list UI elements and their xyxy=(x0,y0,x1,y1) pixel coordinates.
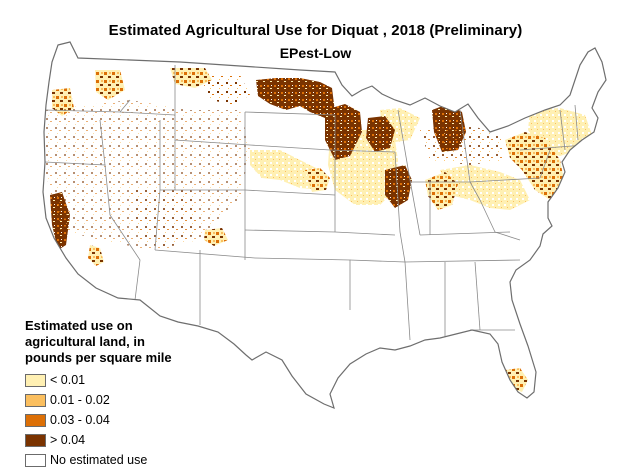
legend-label: < 0.01 xyxy=(50,373,86,387)
legend-label: 0.01 - 0.02 xyxy=(50,393,110,407)
legend: Estimated use on agricultural land, in p… xyxy=(25,318,255,474)
legend-item: 0.01 - 0.02 xyxy=(25,393,255,414)
legend-label: > 0.04 xyxy=(50,433,86,447)
legend-item: > 0.04 xyxy=(25,433,255,454)
state-boundaries xyxy=(44,65,586,341)
legend-swatch xyxy=(25,394,46,407)
usage-areas xyxy=(45,68,592,392)
us-map xyxy=(42,41,607,409)
legend-title: Estimated use on agricultural land, in p… xyxy=(25,318,172,365)
legend-item: No estimated use xyxy=(25,453,255,474)
legend-item: 0.03 - 0.04 xyxy=(25,413,255,434)
legend-swatch xyxy=(25,454,46,467)
legend-swatch xyxy=(25,374,46,387)
legend-label: No estimated use xyxy=(50,453,148,467)
legend-label: 0.03 - 0.04 xyxy=(50,413,110,427)
legend-swatch xyxy=(25,414,46,427)
map-subtitle: EPest-Low xyxy=(279,45,352,61)
legend-item: < 0.01 xyxy=(25,373,255,394)
legend-swatch xyxy=(25,434,46,447)
map-title: Estimated Agricultural Use for Diquat , … xyxy=(108,22,523,39)
